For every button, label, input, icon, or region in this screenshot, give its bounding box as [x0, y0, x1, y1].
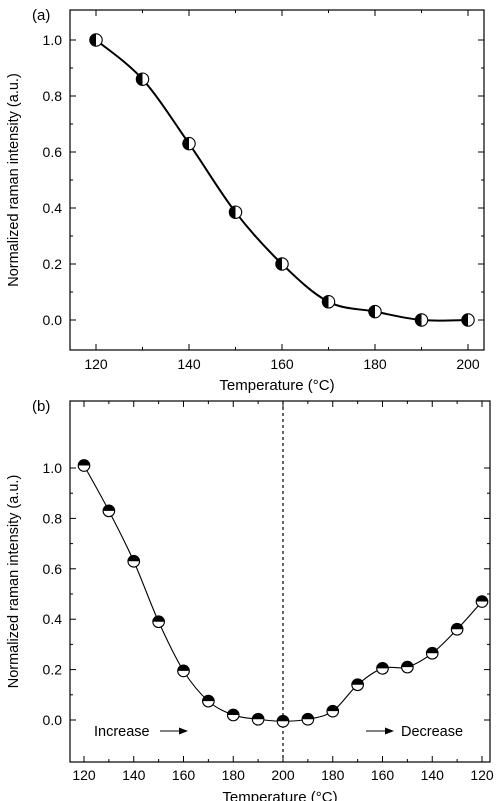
x-tick-label: 140: [177, 356, 201, 372]
data-point-fill: [322, 295, 329, 308]
data-point-fill: [202, 695, 215, 702]
x-tick-label: 200: [271, 767, 295, 783]
plot-frame: [69, 400, 491, 763]
data-point: [376, 661, 389, 675]
y-tick-label: 0.4: [43, 611, 63, 627]
data-point-fill: [275, 257, 282, 271]
y-axis-label: Normalized raman intensity (a.u.): [6, 73, 22, 287]
data-point: [135, 72, 150, 86]
data-point-fill: [415, 313, 422, 327]
data-point-fill: [461, 313, 468, 327]
data-point: [450, 622, 464, 636]
y-axis-label: Normalized raman intensity (a.u.): [6, 475, 22, 689]
data-point: [326, 704, 340, 718]
x-tick-label: 180: [363, 356, 387, 372]
decrease-annotation: Decrease: [401, 724, 463, 740]
data-point-fill: [426, 647, 439, 654]
x-tick-label: 180: [222, 767, 246, 783]
data-point-fill: [229, 206, 236, 219]
data-point-fill: [351, 678, 364, 685]
x-tick-label: 120: [84, 356, 108, 372]
x-tick-label: 180: [321, 767, 345, 783]
y-tick-label: 0.2: [43, 256, 63, 272]
panel-b-chart: (b) 0.0 0.2 0.4 0.6 0.8 1.0 Normalized raman in…: [6, 398, 494, 801]
y-tick-label: 0.4: [43, 200, 63, 216]
y-tick-label: 0.0: [43, 312, 63, 328]
data-point: [127, 554, 141, 568]
data-point: [301, 712, 315, 726]
y-tick-label: 0.8: [43, 88, 63, 104]
y-tick-label: 0.6: [43, 144, 63, 160]
data-point: [401, 660, 414, 674]
data-point-fill: [252, 713, 264, 720]
x-axis-label: Temperature (°C): [222, 789, 337, 801]
increase-annotation: Increase: [94, 724, 150, 740]
x-axis-label: Temperature (°C): [219, 377, 334, 394]
data-point-fill: [368, 305, 375, 318]
series-line: [95, 39, 469, 322]
data-point: [102, 504, 116, 518]
data-point-fill: [152, 615, 165, 622]
data-point: [182, 136, 196, 151]
data-point: [202, 694, 215, 708]
data-point-fill: [177, 665, 190, 671]
x-tick-label: 140: [122, 767, 146, 783]
x-tick-label: 200: [456, 356, 480, 372]
data-point: [351, 678, 364, 692]
y-tick-label: 0.0: [43, 712, 63, 728]
data-point-fill: [277, 715, 289, 722]
data-point: [368, 304, 382, 319]
panel-a-chart: (a) 0.0 0.2 0.4 0.6 0.8 1.0 Normalized raman in…: [6, 7, 485, 394]
data-point-fill: [182, 137, 189, 150]
y-tick-label: 1.0: [43, 32, 63, 48]
data-point-fill: [401, 661, 414, 668]
data-point-fill: [302, 713, 314, 720]
x-tick-label: 140: [421, 767, 445, 783]
x-tick-label: 160: [270, 356, 294, 372]
x-tick-label: 160: [371, 767, 395, 783]
data-point-fill: [103, 505, 115, 511]
data-point: [177, 664, 190, 678]
data-point: [152, 615, 165, 629]
y-tick-label: 0.2: [43, 662, 63, 678]
data-point-fill: [127, 555, 140, 562]
data-point: [228, 205, 243, 219]
data-point-fill: [136, 73, 143, 86]
data-point: [475, 595, 489, 608]
x-tick-label: 120: [72, 767, 96, 783]
data-point-fill: [326, 705, 339, 712]
data-point-fill: [89, 33, 96, 47]
data-point-fill: [78, 459, 90, 466]
data-point: [461, 313, 475, 327]
data-point: [275, 257, 289, 271]
panel-label: (b): [32, 398, 50, 415]
data-point: [276, 714, 290, 728]
data-point: [321, 295, 336, 309]
decrease-arrow-head: [385, 727, 394, 735]
data-point: [425, 646, 439, 660]
x-tick-label: 160: [172, 767, 196, 783]
data-point-fill: [376, 662, 389, 669]
y-tick-label: 0.6: [43, 561, 63, 577]
y-tick-label: 1.0: [43, 460, 63, 476]
data-point: [89, 33, 103, 47]
data-point: [226, 708, 240, 722]
panel-label: (a): [32, 7, 50, 24]
data-point: [251, 712, 265, 726]
data-point-fill: [227, 709, 240, 715]
x-tick-label: 120: [470, 767, 494, 783]
data-point-fill: [451, 623, 463, 630]
y-tick-label: 0.8: [43, 510, 63, 526]
data-point-fill: [476, 595, 488, 602]
increase-arrow-head: [179, 727, 188, 735]
plot-frame: [69, 9, 485, 351]
data-point: [77, 459, 91, 472]
data-point: [414, 313, 429, 327]
